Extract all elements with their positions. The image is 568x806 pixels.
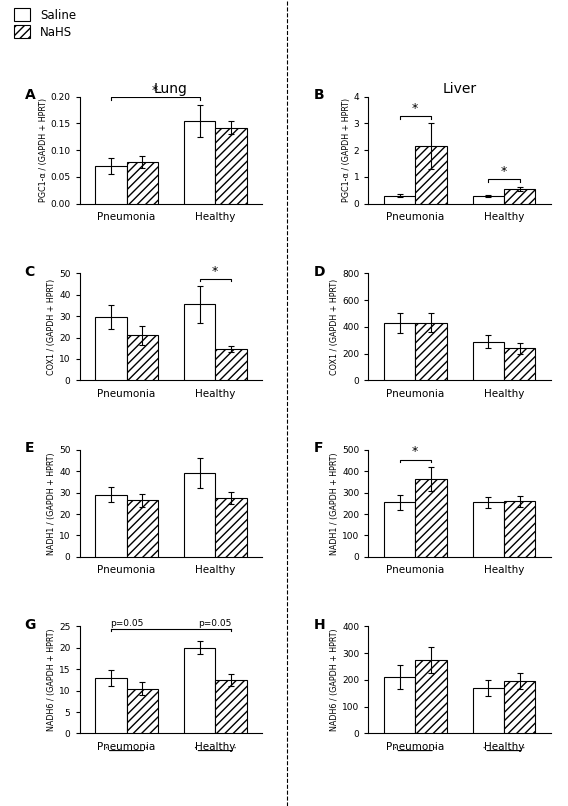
Text: p=0.05: p=0.05	[199, 618, 232, 628]
Text: Pneumonia: Pneumonia	[386, 388, 444, 399]
Bar	[415, 479, 446, 557]
Bar	[473, 502, 504, 557]
Bar	[127, 335, 158, 380]
Text: *: *	[212, 264, 218, 277]
Bar	[504, 681, 535, 733]
Text: Pneumonia: Pneumonia	[97, 212, 156, 222]
Legend: Saline, NaHS: Saline, NaHS	[11, 6, 78, 41]
Y-axis label: NADH6 / (GAPDH + HPRT): NADH6 / (GAPDH + HPRT)	[330, 629, 339, 731]
Bar	[384, 502, 415, 557]
Text: *: *	[412, 446, 419, 459]
Text: F: F	[314, 442, 323, 455]
Y-axis label: NADH6 / (GAPDH + HPRT): NADH6 / (GAPDH + HPRT)	[47, 629, 56, 731]
Y-axis label: PGC1-α / (GAPDH + HPRT): PGC1-α / (GAPDH + HPRT)	[342, 98, 350, 202]
Bar	[504, 501, 535, 557]
Text: E: E	[24, 442, 34, 455]
Text: Healthy: Healthy	[484, 212, 524, 222]
Y-axis label: PGC1-α / (GAPDH + HPRT): PGC1-α / (GAPDH + HPRT)	[39, 98, 48, 202]
Bar	[184, 121, 215, 204]
Text: C: C	[24, 264, 35, 279]
Bar	[504, 348, 535, 380]
Bar	[215, 680, 247, 733]
Bar	[95, 678, 127, 733]
Bar	[415, 322, 446, 380]
Y-axis label: COX1 / (GAPDH + HPRT): COX1 / (GAPDH + HPRT)	[47, 279, 56, 375]
Bar	[184, 648, 215, 733]
Text: Healthy: Healthy	[484, 388, 524, 399]
Text: A: A	[24, 88, 35, 102]
Text: G: G	[24, 618, 36, 632]
Text: Pneumonia: Pneumonia	[97, 388, 156, 399]
Text: Healthy: Healthy	[484, 566, 524, 575]
Bar	[127, 688, 158, 733]
Bar	[384, 196, 415, 204]
Bar	[95, 495, 127, 557]
Text: p=0.05: p=0.05	[110, 618, 143, 628]
Bar	[384, 677, 415, 733]
Bar	[473, 688, 504, 733]
Bar	[415, 146, 446, 204]
Text: H: H	[314, 618, 325, 632]
Bar	[127, 501, 158, 557]
Bar	[415, 660, 446, 733]
Text: D: D	[314, 264, 325, 279]
Bar	[95, 166, 127, 204]
Text: *: *	[152, 84, 158, 97]
Bar	[215, 128, 247, 204]
Text: Healthy: Healthy	[195, 742, 236, 752]
Text: B: B	[314, 88, 324, 102]
Y-axis label: COX1 / (GAPDH + HPRT): COX1 / (GAPDH + HPRT)	[330, 279, 339, 375]
Text: Pneumonia: Pneumonia	[97, 742, 156, 752]
Text: Pneumonia: Pneumonia	[97, 566, 156, 575]
Bar	[127, 162, 158, 204]
Text: Pneumonia: Pneumonia	[386, 566, 444, 575]
Bar	[215, 349, 247, 380]
Bar	[473, 342, 504, 380]
Bar	[95, 318, 127, 380]
Text: Healthy: Healthy	[195, 212, 236, 222]
Title: Lung: Lung	[154, 81, 188, 96]
Text: *: *	[501, 165, 507, 178]
Bar	[504, 189, 535, 204]
Text: Pneumonia: Pneumonia	[386, 742, 444, 752]
Y-axis label: NADH1 / (GAPDH + HPRT): NADH1 / (GAPDH + HPRT)	[47, 452, 56, 555]
Text: *: *	[412, 102, 419, 115]
Text: Healthy: Healthy	[484, 742, 524, 752]
Bar	[184, 473, 215, 557]
Title: Liver: Liver	[442, 81, 477, 96]
Y-axis label: NADH1 / (GAPDH + HPRT): NADH1 / (GAPDH + HPRT)	[330, 452, 339, 555]
Bar	[473, 196, 504, 204]
Bar	[384, 322, 415, 380]
Text: Healthy: Healthy	[195, 566, 236, 575]
Text: Healthy: Healthy	[195, 388, 236, 399]
Text: Pneumonia: Pneumonia	[386, 212, 444, 222]
Bar	[215, 498, 247, 557]
Bar	[184, 305, 215, 380]
